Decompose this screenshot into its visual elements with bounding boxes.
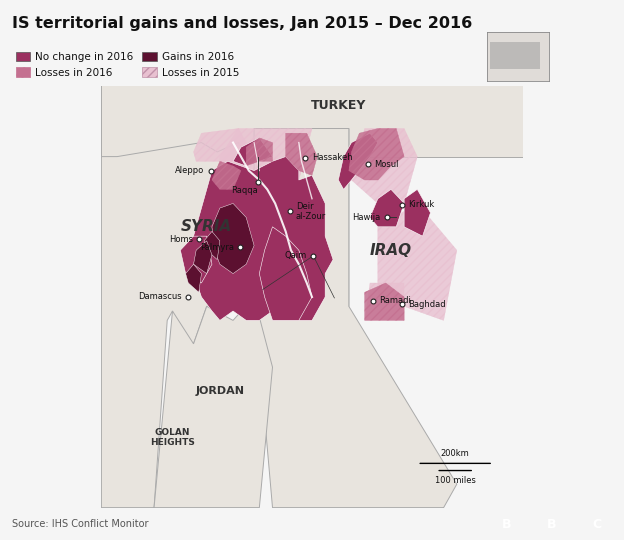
Text: Homs: Homs xyxy=(169,235,193,244)
Polygon shape xyxy=(286,133,317,176)
Polygon shape xyxy=(338,133,378,190)
Text: GOLAN
HEIGHTS: GOLAN HEIGHTS xyxy=(150,428,195,447)
Polygon shape xyxy=(233,138,273,166)
Polygon shape xyxy=(254,129,457,508)
Legend: No change in 2016, Losses in 2016, Gains in 2016, Losses in 2015: No change in 2016, Losses in 2016, Gains… xyxy=(11,48,243,82)
Text: Damascus: Damascus xyxy=(139,292,182,301)
Text: TURKEY: TURKEY xyxy=(311,99,366,112)
Polygon shape xyxy=(260,227,312,320)
Polygon shape xyxy=(246,138,273,166)
Polygon shape xyxy=(212,161,241,190)
Polygon shape xyxy=(154,297,273,508)
Text: Aleppo: Aleppo xyxy=(175,166,205,175)
Text: B: B xyxy=(547,518,557,531)
Polygon shape xyxy=(378,204,457,320)
Polygon shape xyxy=(404,190,431,236)
Text: 200km: 200km xyxy=(441,449,470,458)
Polygon shape xyxy=(364,283,404,320)
Text: Palmyra: Palmyra xyxy=(200,243,234,252)
Text: Hassakeh: Hassakeh xyxy=(312,153,353,162)
Text: Raqqa: Raqqa xyxy=(232,186,258,195)
Text: IRAQ: IRAQ xyxy=(370,242,412,258)
Polygon shape xyxy=(101,129,349,508)
Text: Qaim: Qaim xyxy=(285,251,307,260)
Polygon shape xyxy=(349,129,404,180)
Text: Deir
al-Zour: Deir al-Zour xyxy=(296,201,326,221)
Polygon shape xyxy=(180,236,212,283)
Polygon shape xyxy=(370,190,404,227)
Text: 100 miles: 100 miles xyxy=(435,476,475,485)
Text: C: C xyxy=(592,518,602,531)
Polygon shape xyxy=(490,42,540,69)
Text: Baghdad: Baghdad xyxy=(408,300,446,309)
Polygon shape xyxy=(364,283,404,320)
Text: Hawija: Hawija xyxy=(353,213,381,222)
Polygon shape xyxy=(180,157,333,320)
Text: B: B xyxy=(502,518,512,531)
Text: JORDAN: JORDAN xyxy=(195,386,245,396)
Polygon shape xyxy=(186,264,202,292)
Text: Kirkuk: Kirkuk xyxy=(408,200,434,210)
Polygon shape xyxy=(101,63,523,157)
Text: Source: IHS Conflict Monitor: Source: IHS Conflict Monitor xyxy=(12,519,149,529)
Text: SYRIA: SYRIA xyxy=(181,219,232,234)
Polygon shape xyxy=(220,129,312,180)
Polygon shape xyxy=(212,204,254,274)
Text: Ramadi: Ramadi xyxy=(379,296,411,305)
Polygon shape xyxy=(204,232,220,260)
Polygon shape xyxy=(351,129,417,204)
Polygon shape xyxy=(193,129,246,161)
Polygon shape xyxy=(193,241,212,274)
Text: IS territorial gains and losses, Jan 2015 – Dec 2016: IS territorial gains and losses, Jan 201… xyxy=(12,16,473,31)
Text: Mosul: Mosul xyxy=(374,160,399,168)
